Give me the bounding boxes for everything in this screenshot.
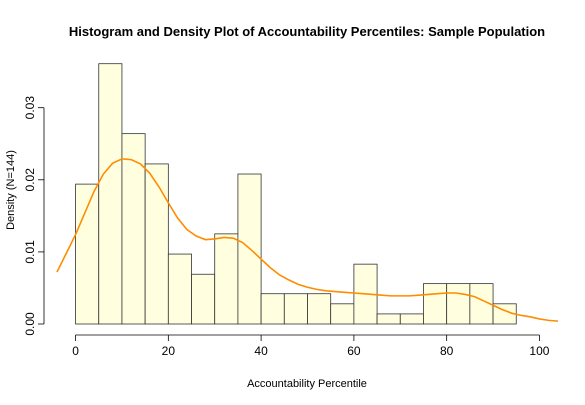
x-tick-label: 20 <box>162 344 176 358</box>
histogram-bar-13 <box>376 313 401 325</box>
histogram-bars <box>75 63 517 325</box>
histogram-bar-5 <box>191 273 216 325</box>
x-tick-label: 40 <box>254 344 268 358</box>
chart-title: Histogram and Density Plot of Accountabi… <box>69 24 545 39</box>
y-axis: 0.00 0.01 0.02 0.03 <box>23 96 45 336</box>
histogram-bar-15 <box>423 283 448 325</box>
y-tick-label: 0.00 <box>23 312 37 336</box>
histogram-bar-3 <box>144 163 169 325</box>
histogram-bar-8 <box>260 293 285 325</box>
histogram-bar-11 <box>330 303 355 325</box>
x-axis-label: Accountability Percentile <box>247 378 367 390</box>
density-curve <box>56 158 559 322</box>
y-tick-label: 0.02 <box>23 168 37 192</box>
histogram-bar-16 <box>446 283 471 325</box>
x-tick-label: 60 <box>347 344 361 358</box>
histogram-bar-14 <box>399 313 424 325</box>
x-tick-label: 80 <box>440 344 454 358</box>
histogram-bar-4 <box>167 253 192 325</box>
x-tick-label: 0 <box>72 344 79 358</box>
x-tick-label: 100 <box>529 344 549 358</box>
histogram-bar-6 <box>214 233 239 325</box>
x-axis: 0 20 40 60 80 100 <box>72 334 550 358</box>
histogram-bar-0 <box>75 183 100 325</box>
y-axis-label: Density (N=144) <box>5 150 17 230</box>
histogram-bar-2 <box>121 133 146 325</box>
y-tick-label: 0.03 <box>23 96 37 120</box>
y-tick-label: 0.01 <box>23 240 37 264</box>
histogram-bar-9 <box>283 293 308 325</box>
histogram-bar-10 <box>307 293 332 325</box>
histogram-bar-1 <box>98 63 123 325</box>
